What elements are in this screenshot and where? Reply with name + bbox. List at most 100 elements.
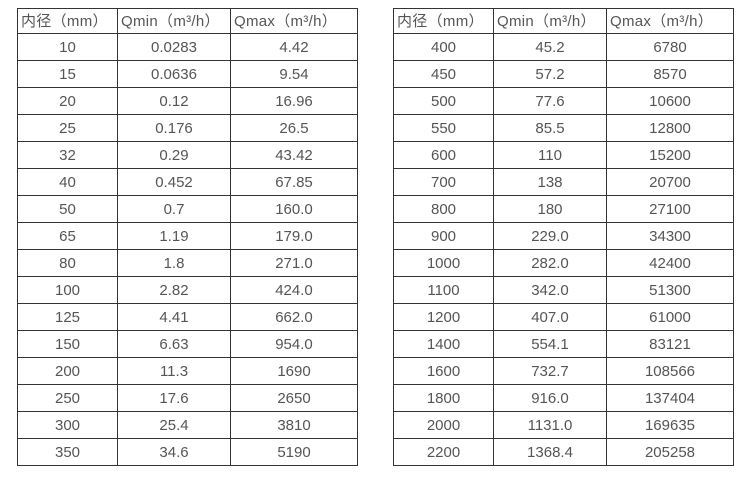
table-row: 100 2.82 424.0 (17, 276, 358, 304)
table-cell: 2000 (393, 411, 494, 439)
table-cell: 2.82 (117, 276, 231, 304)
table-row: 1200 407.0 61000 (393, 303, 734, 331)
table-cell: 0.7 (117, 195, 231, 223)
table-cell: 916.0 (493, 384, 607, 412)
table-cell: 1400 (393, 330, 494, 358)
table-cell: 1.19 (117, 222, 231, 250)
table-cell: 9.54 (230, 60, 358, 88)
table-row: 150 6.63 954.0 (17, 330, 358, 358)
table-row: 350 34.6 5190 (17, 438, 358, 466)
table-cell: 67.85 (230, 168, 358, 196)
table-row: 1400 554.1 83121 (393, 330, 734, 358)
table-cell: 350 (17, 438, 118, 466)
table-row: 500 77.6 10600 (393, 87, 734, 115)
table-row: 800 180 27100 (393, 195, 734, 223)
table-row: 1000 282.0 42400 (393, 249, 734, 277)
table-cell: 100 (17, 276, 118, 304)
table-cell: 0.176 (117, 114, 231, 142)
table-cell: 40 (17, 168, 118, 196)
table-cell: 6780 (606, 33, 734, 61)
table-cell: 600 (393, 141, 494, 169)
table-cell: 2650 (230, 384, 358, 412)
table-cell: 51300 (606, 276, 734, 304)
table-row: 550 85.5 12800 (393, 114, 734, 142)
table-row: 900 229.0 34300 (393, 222, 734, 250)
table-row: 600 110 15200 (393, 141, 734, 169)
table-cell: 271.0 (230, 249, 358, 277)
table-cell: 732.7 (493, 357, 607, 385)
table-cell: 137404 (606, 384, 734, 412)
column-header: Qmin（m³/h） (493, 8, 607, 34)
flow-rate-table-small-diameters: 内径（mm） Qmin（m³/h） Qmax（m³/h） 10 0.0283 4.42 1… (17, 8, 358, 466)
table-cell: 1200 (393, 303, 494, 331)
table-cell: 160.0 (230, 195, 358, 223)
table-cell: 8570 (606, 60, 734, 88)
table-cell: 169635 (606, 411, 734, 439)
flow-rate-table-large-diameters: 内径（mm） Qmin（m³/h） Qmax（m³/h） 400 45.2 6780 45… (393, 8, 734, 466)
table-row: 400 45.2 6780 (393, 33, 734, 61)
table-cell: 205258 (606, 438, 734, 466)
header-row: 内径（mm） Qmin（m³/h） Qmax（m³/h） (393, 8, 734, 34)
table-cell: 27100 (606, 195, 734, 223)
table-row: 15 0.0636 9.54 (17, 60, 358, 88)
header-row: 内径（mm） Qmin（m³/h） Qmax（m³/h） (17, 8, 358, 34)
table-row: 300 25.4 3810 (17, 411, 358, 439)
table-cell: 550 (393, 114, 494, 142)
table-cell: 424.0 (230, 276, 358, 304)
table-cell: 0.0636 (117, 60, 231, 88)
table-cell: 1100 (393, 276, 494, 304)
table-row: 250 17.6 2650 (17, 384, 358, 412)
table-cell: 0.12 (117, 87, 231, 115)
table-cell: 26.5 (230, 114, 358, 142)
table-cell: 342.0 (493, 276, 607, 304)
column-header: Qmax（m³/h） (230, 8, 358, 34)
table-cell: 1800 (393, 384, 494, 412)
table-cell: 50 (17, 195, 118, 223)
table-cell: 0.452 (117, 168, 231, 196)
table-row: 65 1.19 179.0 (17, 222, 358, 250)
table-cell: 16.96 (230, 87, 358, 115)
table-cell: 800 (393, 195, 494, 223)
table-row: 2200 1368.4 205258 (393, 438, 734, 466)
table-cell: 229.0 (493, 222, 607, 250)
table-cell: 57.2 (493, 60, 607, 88)
table-cell: 150 (17, 330, 118, 358)
table-cell: 10600 (606, 87, 734, 115)
column-header: Qmax（m³/h） (606, 8, 734, 34)
table-cell: 17.6 (117, 384, 231, 412)
table-cell: 42400 (606, 249, 734, 277)
table-cell: 43.42 (230, 141, 358, 169)
table-cell: 282.0 (493, 249, 607, 277)
table-row: 80 1.8 271.0 (17, 249, 358, 277)
table-cell: 15 (17, 60, 118, 88)
table-row: 1600 732.7 108566 (393, 357, 734, 385)
table-row: 700 138 20700 (393, 168, 734, 196)
table-cell: 900 (393, 222, 494, 250)
table-cell: 700 (393, 168, 494, 196)
table-body: 10 0.0283 4.42 15 0.0636 9.54 20 0.12 16.96 25 0.1… (17, 33, 358, 466)
table-cell: 5190 (230, 438, 358, 466)
table-row: 125 4.41 662.0 (17, 303, 358, 331)
table-cell: 300 (17, 411, 118, 439)
table-cell: 34300 (606, 222, 734, 250)
table-cell: 1000 (393, 249, 494, 277)
table-cell: 11.3 (117, 357, 231, 385)
table-cell: 1.8 (117, 249, 231, 277)
table-cell: 4.42 (230, 33, 358, 61)
table-cell: 80 (17, 249, 118, 277)
table-cell: 954.0 (230, 330, 358, 358)
table-cell: 65 (17, 222, 118, 250)
table-cell: 83121 (606, 330, 734, 358)
table-row: 32 0.29 43.42 (17, 141, 358, 169)
table-cell: 450 (393, 60, 494, 88)
table-cell: 20 (17, 87, 118, 115)
table-cell: 500 (393, 87, 494, 115)
table-cell: 0.29 (117, 141, 231, 169)
table-cell: 85.5 (493, 114, 607, 142)
table-cell: 407.0 (493, 303, 607, 331)
table-cell: 3810 (230, 411, 358, 439)
table-cell: 10 (17, 33, 118, 61)
column-header: 内径（mm） (393, 8, 494, 34)
table-row: 450 57.2 8570 (393, 60, 734, 88)
table-header-row: 内径（mm） Qmin（m³/h） Qmax（m³/h） (393, 8, 734, 34)
